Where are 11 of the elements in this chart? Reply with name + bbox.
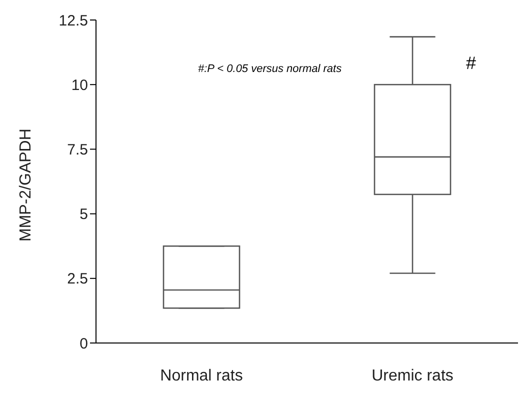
annotation: #:P < 0.05 versus normal rats xyxy=(198,63,342,75)
y-tick-label: 12.5 xyxy=(58,12,88,30)
y-tick-label: 10 xyxy=(71,76,88,94)
y-tick-label: 7.5 xyxy=(67,142,88,159)
x-tick-label: Uremic rats xyxy=(372,367,454,384)
y-tick-label: 5 xyxy=(80,206,88,224)
y-tick-label: 2.5 xyxy=(67,270,88,288)
y-axis-title: MMP-2/GAPDH xyxy=(18,128,35,242)
annotation: # xyxy=(466,53,476,74)
y-tick-label: 0 xyxy=(80,335,88,352)
x-tick-label: Normal rats xyxy=(160,367,243,384)
